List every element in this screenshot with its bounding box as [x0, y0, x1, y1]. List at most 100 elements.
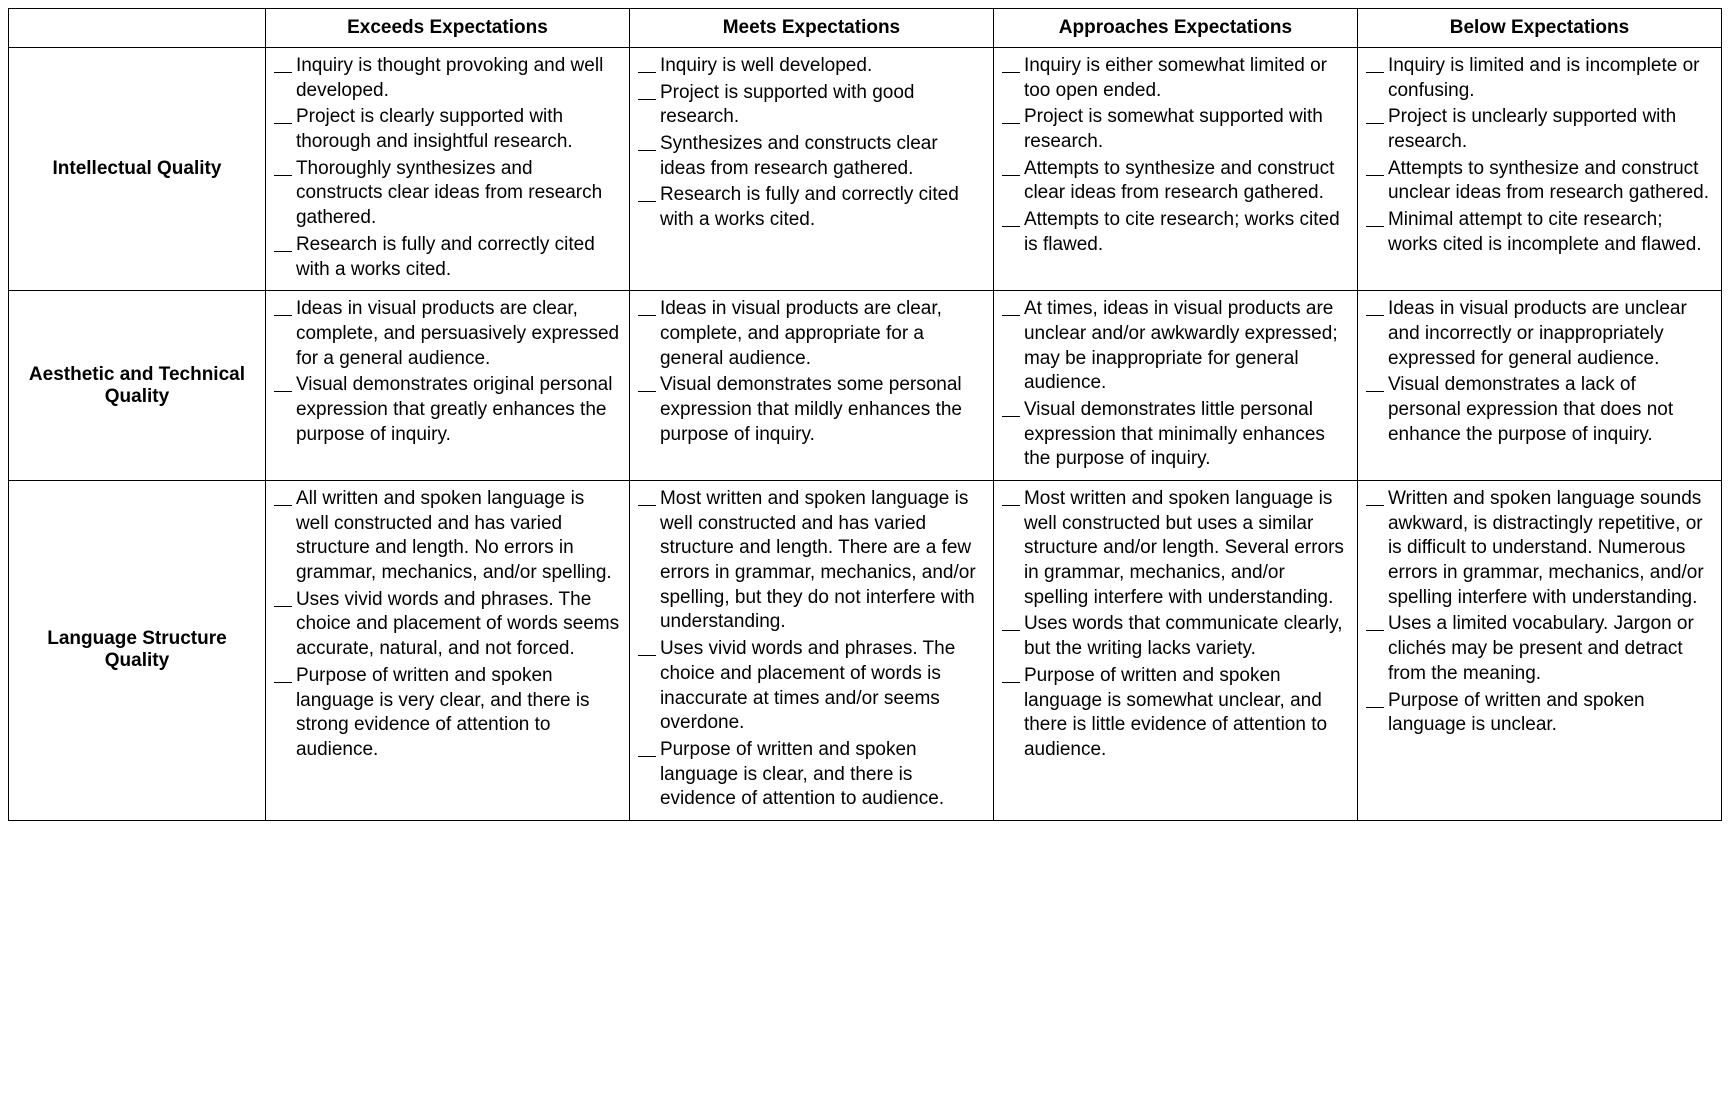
criterion-text: Most written and spoken language is well… [660, 487, 985, 635]
criterion-text: Project is unclearly supported with rese… [1388, 105, 1713, 154]
criterion: Attempts to cite research; works cited i… [1002, 208, 1349, 257]
score-blank[interactable] [274, 175, 292, 176]
criterion: Purpose of written and spoken language i… [1002, 664, 1349, 763]
score-blank[interactable] [638, 99, 656, 100]
score-blank[interactable] [638, 72, 656, 73]
criterion: Research is fully and correctly cited wi… [274, 233, 621, 282]
criterion: Project is unclearly supported with rese… [1366, 105, 1713, 154]
rubric-table: Exceeds Expectations Meets Expectations … [8, 8, 1722, 821]
score-blank[interactable] [274, 682, 292, 683]
criterion: Written and spoken language sounds awkwa… [1366, 487, 1713, 610]
score-blank[interactable] [274, 606, 292, 607]
criterion-text: Project is somewhat supported with resea… [1024, 105, 1349, 154]
score-blank[interactable] [274, 123, 292, 124]
criterion-text: All written and spoken language is well … [296, 487, 621, 586]
criterion: Purpose of written and spoken language i… [1366, 689, 1713, 738]
score-blank[interactable] [1002, 175, 1020, 176]
rubric-cell: Inquiry is thought provoking and well de… [265, 48, 629, 291]
criterion: Uses words that communicate clearly, but… [1002, 612, 1349, 661]
criterion-text: Purpose of written and spoken language i… [1388, 689, 1713, 738]
score-blank[interactable] [1366, 72, 1384, 73]
rubric-cell: Most written and spoken language is well… [993, 481, 1357, 821]
score-blank[interactable] [638, 655, 656, 656]
score-blank[interactable] [1366, 226, 1384, 227]
score-blank[interactable] [1366, 123, 1384, 124]
criterion-text: Uses vivid words and phrases. The choice… [660, 637, 985, 736]
score-blank[interactable] [638, 201, 656, 202]
score-blank[interactable] [274, 391, 292, 392]
rubric-cell: Ideas in visual products are clear, comp… [265, 291, 629, 481]
table-row: Aesthetic and Technical QualityIdeas in … [9, 291, 1722, 481]
criterion: Inquiry is either somewhat limited or to… [1002, 54, 1349, 103]
row-label: Intellectual Quality [9, 48, 266, 291]
criterion: Uses vivid words and phrases. The choice… [638, 637, 985, 736]
score-blank[interactable] [1002, 123, 1020, 124]
score-blank[interactable] [1002, 505, 1020, 506]
score-blank[interactable] [1366, 630, 1384, 631]
criterion-text: Uses a limited vocabulary. Jargon or cli… [1388, 612, 1713, 686]
criterion: Visual demonstrates some personal expres… [638, 373, 985, 447]
criterion: Minimal attempt to cite research; works … [1366, 208, 1713, 257]
score-blank[interactable] [1366, 505, 1384, 506]
criterion: Inquiry is thought provoking and well de… [274, 54, 621, 103]
criterion: Inquiry is limited and is incomplete or … [1366, 54, 1713, 103]
score-blank[interactable] [274, 505, 292, 506]
criterion-text: Purpose of written and spoken language i… [660, 738, 985, 812]
score-blank[interactable] [1002, 72, 1020, 73]
corner-cell [9, 9, 266, 48]
criterion: Synthesizes and constructs clear ideas f… [638, 132, 985, 181]
score-blank[interactable] [274, 315, 292, 316]
criterion: Ideas in visual products are clear, comp… [638, 297, 985, 371]
score-blank[interactable] [638, 315, 656, 316]
score-blank[interactable] [1002, 315, 1020, 316]
criterion: Ideas in visual products are clear, comp… [274, 297, 621, 371]
score-blank[interactable] [274, 72, 292, 73]
criterion-text: Purpose of written and spoken language i… [1024, 664, 1349, 763]
criterion-text: Minimal attempt to cite research; works … [1388, 208, 1713, 257]
criterion-text: At times, ideas in visual products are u… [1024, 297, 1349, 396]
criterion: At times, ideas in visual products are u… [1002, 297, 1349, 396]
criterion: Research is fully and correctly cited wi… [638, 183, 985, 232]
rubric-cell: At times, ideas in visual products are u… [993, 291, 1357, 481]
score-blank[interactable] [1366, 707, 1384, 708]
criterion: Project is supported with good research. [638, 81, 985, 130]
criterion: Most written and spoken language is well… [1002, 487, 1349, 610]
criterion: Most written and spoken language is well… [638, 487, 985, 635]
score-blank[interactable] [638, 505, 656, 506]
score-blank[interactable] [1366, 315, 1384, 316]
criterion: Purpose of written and spoken language i… [274, 664, 621, 763]
criterion-text: Purpose of written and spoken language i… [296, 664, 621, 763]
col-header-meets: Meets Expectations [629, 9, 993, 48]
rubric-cell: Ideas in visual products are clear, comp… [629, 291, 993, 481]
score-blank[interactable] [1002, 682, 1020, 683]
col-header-below: Below Expectations [1357, 9, 1721, 48]
score-blank[interactable] [1366, 175, 1384, 176]
criterion-text: Ideas in visual products are unclear and… [1388, 297, 1713, 371]
criterion-text: Visual demonstrates original personal ex… [296, 373, 621, 447]
rubric-cell: Ideas in visual products are unclear and… [1357, 291, 1721, 481]
criterion-text: Written and spoken language sounds awkwa… [1388, 487, 1713, 610]
criterion-text: Uses words that communicate clearly, but… [1024, 612, 1349, 661]
criterion: Attempts to synthesize and construct cle… [1002, 157, 1349, 206]
criterion-text: Synthesizes and constructs clear ideas f… [660, 132, 985, 181]
criterion-text: Project is supported with good research. [660, 81, 985, 130]
criterion: Project is clearly supported with thorou… [274, 105, 621, 154]
score-blank[interactable] [638, 756, 656, 757]
criterion: Purpose of written and spoken language i… [638, 738, 985, 812]
score-blank[interactable] [638, 150, 656, 151]
criterion: Visual demonstrates little personal expr… [1002, 398, 1349, 472]
score-blank[interactable] [638, 391, 656, 392]
criterion-text: Visual demonstrates some personal expres… [660, 373, 985, 447]
col-header-approaches: Approaches Expectations [993, 9, 1357, 48]
score-blank[interactable] [274, 251, 292, 252]
criterion-text: Research is fully and correctly cited wi… [296, 233, 621, 282]
criterion: All written and spoken language is well … [274, 487, 621, 586]
score-blank[interactable] [1002, 226, 1020, 227]
criterion: Ideas in visual products are unclear and… [1366, 297, 1713, 371]
rubric-cell: Inquiry is either somewhat limited or to… [993, 48, 1357, 291]
row-label: Aesthetic and Technical Quality [9, 291, 266, 481]
score-blank[interactable] [1002, 630, 1020, 631]
row-label: Language Structure Quality [9, 481, 266, 821]
score-blank[interactable] [1002, 416, 1020, 417]
score-blank[interactable] [1366, 391, 1384, 392]
